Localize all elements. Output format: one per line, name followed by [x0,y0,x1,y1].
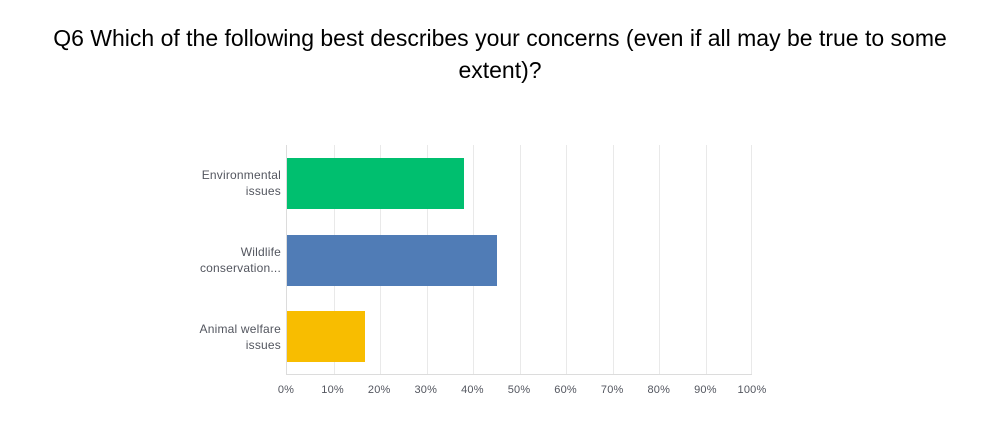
x-tick-label-70pct: 70% [600,384,624,396]
x-tick-label-0pct: 0% [277,384,295,396]
chart-title: Q6 Which of the following best describes… [0,22,1000,86]
x-tick-label-10pct: 10% [321,384,344,396]
category-label-line: issues [245,337,281,352]
gridline-100% [751,145,752,374]
x-tick-label-90pct: 90% [694,384,717,396]
x-tick-label-60pct: 60% [554,384,577,396]
gridline-90% [705,145,707,374]
bar-animal-welfare-issues [287,311,365,363]
category-label-environmental-issues: Environmental issues [0,167,281,199]
category-label-line: Wildlife [240,245,281,259]
x-tick-label-30pct: 30% [414,384,438,396]
x-axis-tick-labels: 0% 10% 20% 30% 40% 50% 60% 70% 80% 90% 100% [278,383,766,399]
category-label-line: Environmental [201,168,281,183]
gridline-70% [612,145,614,374]
category-label-wildlife-conservation: Wildlife conservation... [0,244,281,276]
gridline-50% [519,145,521,374]
bar-wildlife-conservation [287,234,498,286]
x-tick-label-100pct: 100% [737,384,767,396]
category-label-line: Animal welfare [199,321,281,336]
x-tick-label-40pct: 40% [461,384,484,396]
x-tick-label-20pct: 20% [367,384,391,396]
gridline-60% [566,145,567,374]
x-tick-label-50pct: 50% [507,384,531,396]
chart-title-line-2: extent)? [458,57,542,83]
gridline-80% [659,145,660,374]
chart-title-line-1: Q6 Which of the following best describes… [53,25,947,51]
category-label-line: conservation... [199,261,281,275]
category-label-animal-welfare-issues: Animal welfare issues [0,321,281,353]
category-label-line: issues [245,184,281,199]
plot-area [286,145,752,375]
x-tick-label-80pct: 80% [647,384,671,396]
bar-environmental-issues [287,157,465,209]
